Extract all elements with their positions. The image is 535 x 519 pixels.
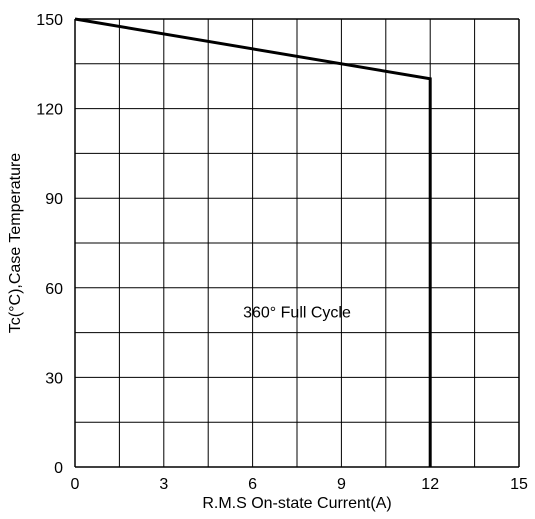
y-tick-labels: 0 30 60 90 120 150 [36, 12, 63, 477]
grid [74, 18, 520, 468]
x-tick-label-6: 6 [248, 476, 257, 493]
y-tick-label-120: 120 [36, 102, 63, 119]
x-tick-label-9: 9 [337, 476, 346, 493]
y-tick-label-150: 150 [36, 12, 63, 29]
x-tick-label-12: 12 [421, 476, 439, 493]
annotation-full-cycle: 360° Full Cycle [243, 305, 351, 322]
x-axis-title: R.M.S On-state Current(A) [202, 495, 391, 512]
y-tick-label-90: 90 [45, 191, 63, 208]
y-tick-label-0: 0 [54, 460, 63, 477]
x-tick-label-15: 15 [510, 476, 528, 493]
series-layer [74, 17, 432, 467]
x-tick-label-3: 3 [159, 476, 168, 493]
series-line-0 [74, 17, 432, 467]
y-axis-title: Tc(°C),Case Temperature [7, 153, 24, 333]
y-tick-label-30: 30 [45, 370, 63, 387]
x-tick-labels: 0 3 6 9 12 15 [71, 476, 528, 493]
x-tick-label-0: 0 [71, 476, 80, 493]
y-tick-label-60: 60 [45, 281, 63, 298]
